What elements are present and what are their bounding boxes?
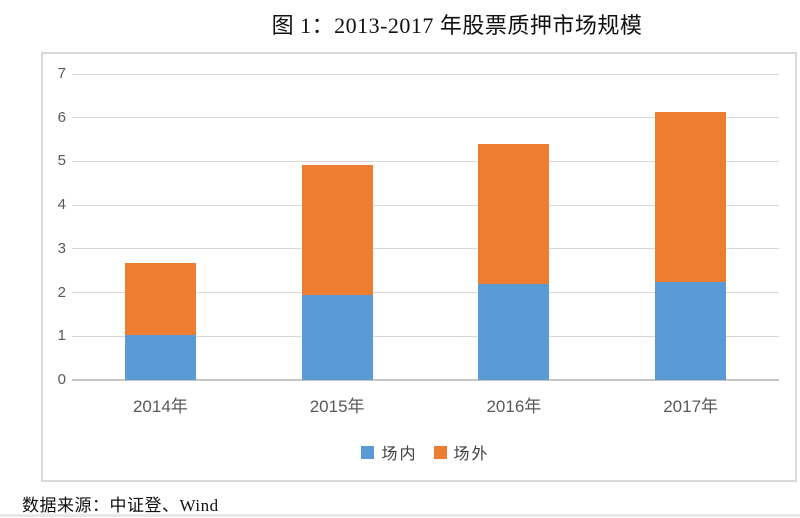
gridline: [72, 73, 779, 75]
gridline: [72, 248, 779, 250]
x-axis-line: [72, 379, 779, 381]
bar-segment-on-exchange: [124, 334, 196, 380]
source-note: 数据来源：中证登、Wind: [22, 496, 219, 515]
legend-swatch-off-exchange: [433, 445, 447, 459]
legend-label: 场内: [381, 446, 418, 463]
y-tick-label: 5: [57, 152, 66, 170]
plot-area: 0 1 2 3 4 5 6 7 2014年 2015年 2016年 2017年: [58, 65, 779, 416]
bar-segment-off-exchange: [301, 165, 373, 295]
y-tick-label: 0: [57, 371, 66, 388]
x-tick-label: 2016年: [486, 397, 542, 416]
legend-item-on-exchange: 场内: [361, 440, 417, 464]
x-tick-label: 2017年: [663, 397, 719, 416]
chart-area: 0 1 2 3 4 5 6 7 2014年 2015年 2016年 2017年 场内 场外: [41, 52, 797, 482]
bar-segment-off-exchange: [124, 263, 196, 335]
gridline: [72, 204, 779, 206]
x-tick-label: 2015年: [309, 397, 365, 416]
y-tick-label: 3: [57, 239, 66, 257]
y-tick-label: 6: [57, 108, 66, 126]
chart-legend: 场内 场外: [72, 440, 779, 464]
bar-segment-on-exchange: [655, 281, 727, 380]
bar-segment-on-exchange: [478, 283, 550, 380]
x-tick-label: 2014年: [132, 397, 188, 416]
bar-segment-off-exchange: [655, 111, 727, 282]
legend-item-off-exchange: 场外: [433, 440, 490, 464]
gridline: [72, 335, 779, 337]
chart-title: 图 1：2013-2017 年股票质押市场规模: [271, 13, 643, 38]
y-tick-label: 2: [57, 283, 66, 301]
legend-label: 场外: [453, 446, 490, 463]
bar-segment-off-exchange: [478, 143, 550, 284]
y-tick-label: 7: [57, 65, 66, 82]
y-tick-label: 4: [57, 196, 66, 214]
gridline: [72, 117, 779, 119]
gridline: [72, 160, 779, 162]
legend-swatch-on-exchange: [361, 445, 375, 459]
y-tick-label: 1: [57, 327, 66, 345]
gridline: [72, 292, 779, 294]
page-bottom-divider: [0, 514, 800, 517]
bar-segment-on-exchange: [301, 294, 373, 380]
